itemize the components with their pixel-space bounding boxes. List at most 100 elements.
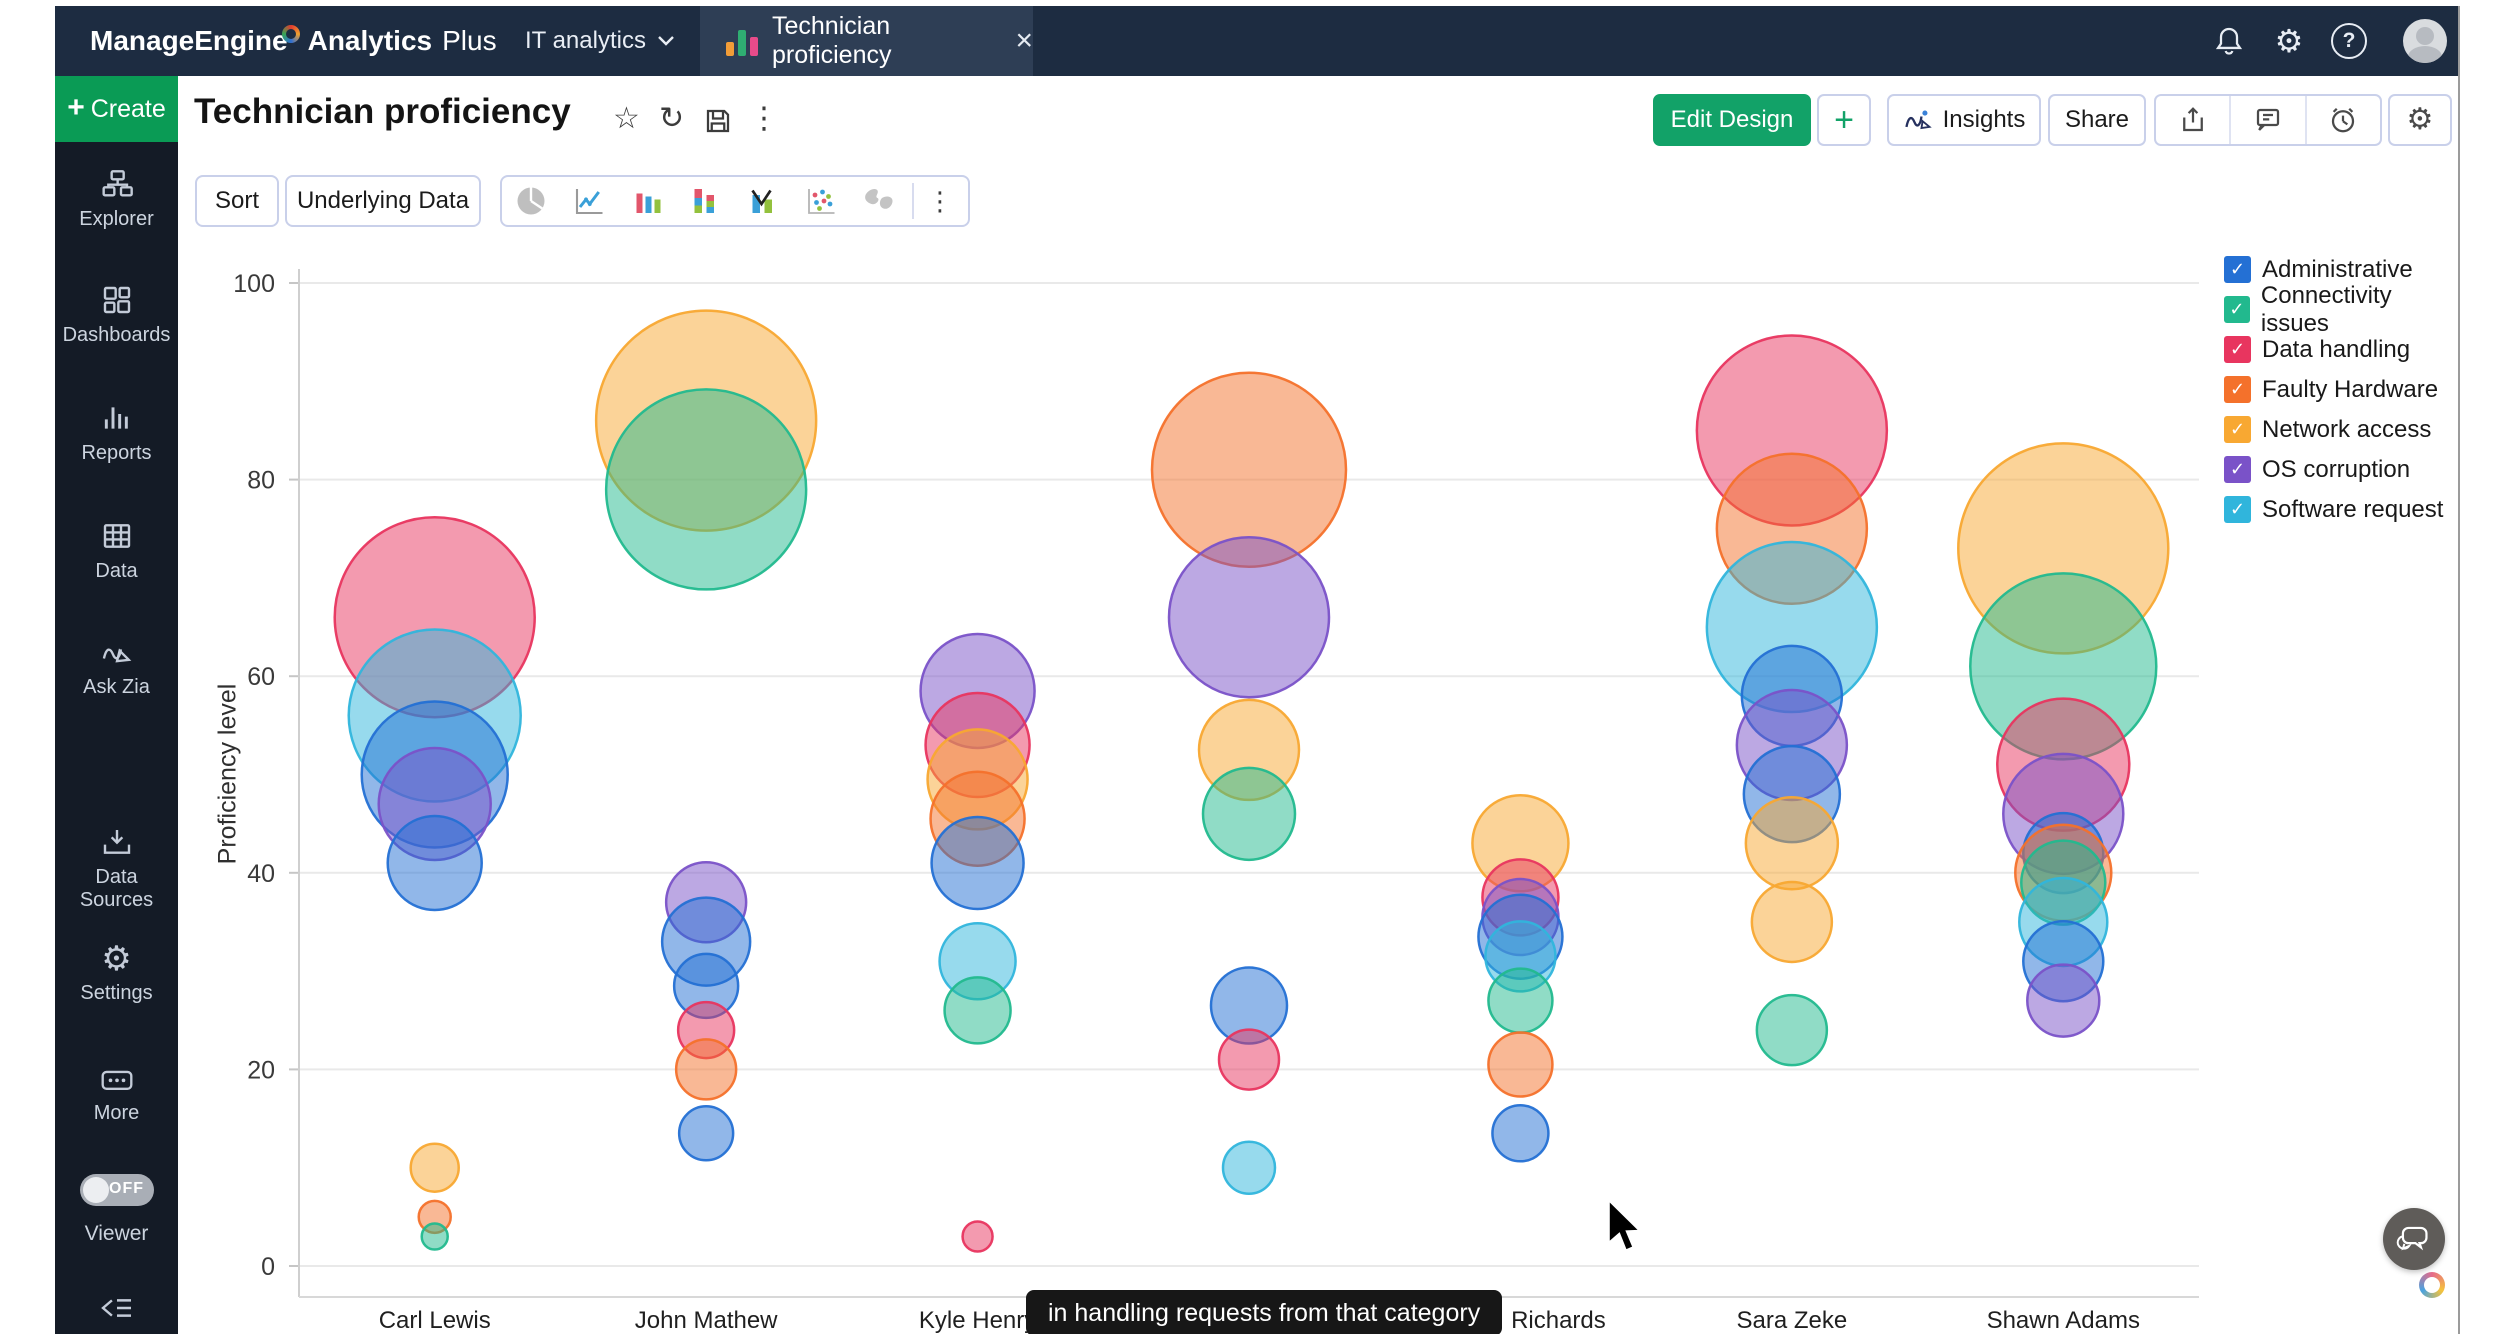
bubble-administrative[interactable] [386,814,483,912]
sidebar-item-dashboards[interactable]: Dashboards [55,284,178,347]
comments-button[interactable] [2229,96,2304,144]
workspace-selector[interactable]: IT analytics [525,6,674,76]
y-tick-label: 40 [247,860,275,888]
scatter-chart-button[interactable] [792,183,850,219]
notifications-button[interactable] [2209,6,2249,76]
legend-checkbox[interactable]: ✓ [2224,376,2251,403]
bubble-connectivity-issues[interactable] [604,388,808,591]
x-category-label: Kyle Henry [919,1307,1036,1334]
share-label: Share [2064,106,2130,133]
legend-checkbox[interactable]: ✓ [2224,416,2251,443]
legend-label: Connectivity issues [2260,281,2392,337]
gear-icon: ⚙ [2274,23,2304,59]
insights-button[interactable]: Insights [1887,94,2041,146]
legend-checkbox[interactable]: ✓ [2224,336,2251,363]
tab-technician-proficiency[interactable]: Technician proficiency × [700,6,1033,76]
sidebar-item-settings[interactable]: ⚙ Settings [80,940,153,1004]
report-settings-button[interactable]: ⚙ [2388,94,2452,146]
tab-close-icon[interactable]: × [1015,24,1033,57]
legend-item[interactable]: ✓ Administrative [2224,256,2458,283]
chat-fab-button[interactable] [2383,1208,2445,1270]
bubble-network-access[interactable] [409,1142,460,1193]
schedule-button[interactable] [2304,96,2380,144]
x-category-label: John Mathew [635,1307,778,1334]
legend-label: OS corruption [2262,455,2411,483]
bubble-administrative[interactable] [1491,1104,1550,1163]
bubble-administrative[interactable] [677,1105,735,1162]
sidebar-collapse-button[interactable] [55,1294,178,1322]
bubble-connectivity-issues[interactable] [943,976,1012,1045]
underlying-data-button[interactable]: Underlying Data [285,175,481,227]
legend-checkbox[interactable]: ✓ [2224,296,2250,323]
brand-logo: ManageEngine Analytics Plus [90,6,497,76]
bubble-network-access[interactable] [1750,880,1834,964]
create-button[interactable]: + Create [55,76,178,142]
brand-secondary: Analytics [307,25,433,56]
alarm-icon [2332,107,2355,133]
bubble-os-corruption[interactable] [2026,963,2101,1038]
bubble-connectivity-issues[interactable] [1755,993,1829,1067]
stacked-bar-button[interactable] [676,183,734,219]
sort-button[interactable]: Sort [195,175,279,227]
mouse-cursor [1607,1196,1644,1253]
bubble-os-corruption[interactable] [1167,535,1331,699]
legend-item[interactable]: ✓ Software request [2224,496,2458,523]
bubble-network-access[interactable] [1744,796,1840,891]
bubble-connectivity-issues[interactable] [1487,967,1554,1034]
favorite-star-icon[interactable]: ☆ [613,102,640,135]
pie-chart-button[interactable] [502,183,560,219]
settings-topbar-button[interactable]: ⚙ [2269,6,2309,76]
bubble-connectivity-issues[interactable] [420,1222,449,1251]
bubble-connectivity-issues[interactable] [1201,766,1297,862]
legend-label: Network access [2262,415,2432,443]
sidebar-item-reports[interactable]: Reports [55,402,178,465]
chart-more-options-button[interactable]: ⋮ [918,186,962,217]
viewer-toggle[interactable]: OFF [80,1174,154,1206]
add-report-button[interactable]: + [1817,94,1871,146]
bubble-administrative[interactable] [930,815,1025,911]
bubble-faulty-hardware[interactable] [1487,1031,1554,1098]
save-icon[interactable] [703,106,733,142]
avatar[interactable] [2403,19,2447,63]
chart-type-switcher: ⋮ [500,175,970,227]
combo-chart-button[interactable] [734,183,792,219]
bubble-faulty-hardware[interactable] [674,1038,738,1101]
dashboards-icon [101,284,133,316]
comment-icon [2256,108,2280,131]
legend-item[interactable]: ✓ Data handling [2224,336,2458,363]
export-button[interactable] [2156,96,2229,144]
legend-item[interactable]: ✓ Network access [2224,416,2458,443]
legend-checkbox[interactable]: ✓ [2224,256,2251,283]
edit-design-label: Edit Design [1670,106,1794,133]
brand-tertiary: Plus [442,25,497,56]
chevron-down-icon [658,36,674,46]
help-button[interactable]: ? [2329,6,2369,76]
sidebar-item-explorer[interactable]: Explorer [55,168,178,231]
help-icon: ? [2331,23,2367,59]
tab-title: Technician proficiency [772,12,892,69]
legend-item[interactable]: ✓ Faulty Hardware [2224,376,2458,403]
pie-chart-icon [517,187,545,215]
line-chart-button[interactable] [560,183,618,219]
sidebar-item-ask-zia[interactable]: Ask Zia [55,636,178,699]
bubble-software-request[interactable] [1221,1140,1277,1195]
legend-item[interactable]: ✓ Connectivity issues [2224,282,2458,337]
sidebar-item-data-sources[interactable]: Data Sources [55,826,178,912]
kebab-menu-icon[interactable]: ⋮ [749,102,779,135]
bubble-data-handling[interactable] [961,1220,994,1253]
map-chart-button[interactable] [850,183,908,219]
sidebar-item-more[interactable]: More [55,1068,178,1125]
refresh-icon[interactable]: ↻ [659,102,685,135]
edit-design-button[interactable]: Edit Design [1653,94,1811,146]
share-button[interactable]: Share [2048,94,2146,146]
legend-checkbox[interactable]: ✓ [2224,496,2251,523]
chart-legend: ✓ Administrative ✓ Connectivity issues ✓ Data… [2224,256,2458,523]
sidebar-item-data[interactable]: Data [55,520,178,583]
legend-checkbox[interactable]: ✓ [2224,456,2251,483]
y-tick-label: 80 [247,467,275,495]
legend-item[interactable]: ✓ OS corruption [2224,456,2458,483]
settings-gear-icon: ⚙ [101,940,132,978]
x-category-label: Richards [1511,1307,1606,1334]
bubble-data-handling[interactable] [1217,1028,1281,1091]
bar-chart-button[interactable] [618,183,676,219]
